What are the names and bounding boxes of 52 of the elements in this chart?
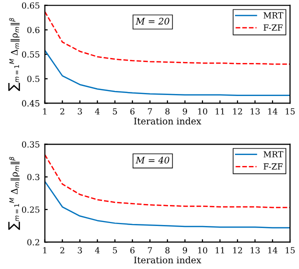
text: ∑$_{m=1}$$^{M}$ Δ$_{m}$‖ρ$_{m}$‖$^{β}$ [8, 18, 20, 92]
x-tick-label: 13 [250, 108, 260, 115]
x-tick-label: 15 [286, 108, 295, 115]
y-tick-label: 0.3 [27, 174, 40, 180]
y-tick-label: 0.6 [27, 26, 40, 34]
x-tick-label: 2 [60, 247, 64, 254]
x-tick-label: 12 [233, 108, 242, 114]
line-series [44, 11, 290, 65]
legend-label: F-ZF [264, 24, 283, 31]
x-tick-label: 6 [130, 247, 135, 254]
x-tick-label: 8 [165, 108, 170, 115]
x-axis-title: Iteration index [134, 256, 202, 264]
x-axis-title: Iteration index [134, 118, 202, 124]
x-tick-label: 8 [165, 247, 170, 254]
legend-label: MRT [264, 12, 284, 18]
x-tick-label: 5 [112, 247, 117, 254]
x-tick-label: 9 [182, 247, 188, 254]
y-tick-label: 0.5 [27, 76, 40, 82]
x-tick-label: 14 [268, 247, 278, 254]
legend-label: MRT [264, 151, 284, 158]
y-tick-label: 0.35 [22, 141, 40, 148]
x-tick-label: 10 [198, 247, 208, 254]
x-tick-label: 2 [60, 108, 64, 114]
x-tick-label: 6 [130, 108, 135, 115]
x-tick-label: 10 [198, 108, 208, 115]
x-tick-label: 5 [112, 108, 117, 115]
x-tick-label: 15 [286, 247, 295, 254]
line-series [44, 180, 290, 228]
x-tick-label: 1 [43, 108, 46, 114]
legend-label: F-ZF [264, 163, 283, 170]
annotation: M = 20 [136, 18, 170, 25]
x-tick-label: 9 [182, 108, 188, 115]
x-tick-label: 4 [94, 247, 100, 254]
annotation: M = 40 [136, 156, 170, 164]
x-tick-label: 11 [216, 247, 224, 254]
x-tick-label: 1 [43, 247, 46, 254]
text: ∑$_{m=1}$$^{M}$ Δ$_{m}$‖ρ$_{m}$‖$^{β}$ [8, 156, 20, 230]
y-tick-label: 0.25 [22, 206, 40, 213]
y-tick-label: 0.65 [22, 2, 40, 9]
x-tick-label: 12 [233, 247, 242, 254]
x-tick-label: 14 [268, 108, 278, 114]
x-tick-label: 3 [78, 108, 82, 115]
x-tick-label: 11 [216, 108, 224, 114]
line-series [44, 50, 290, 96]
x-tick-label: 3 [78, 247, 82, 254]
y-tick-label: 0.55 [22, 51, 40, 58]
y-tick-label: 0.2 [27, 239, 40, 246]
x-tick-label: 13 [250, 247, 260, 254]
x-tick-label: 7 [148, 108, 152, 114]
x-tick-label: 4 [94, 108, 100, 114]
y-tick-label: 0.45 [22, 100, 40, 106]
x-tick-label: 7 [148, 247, 152, 254]
